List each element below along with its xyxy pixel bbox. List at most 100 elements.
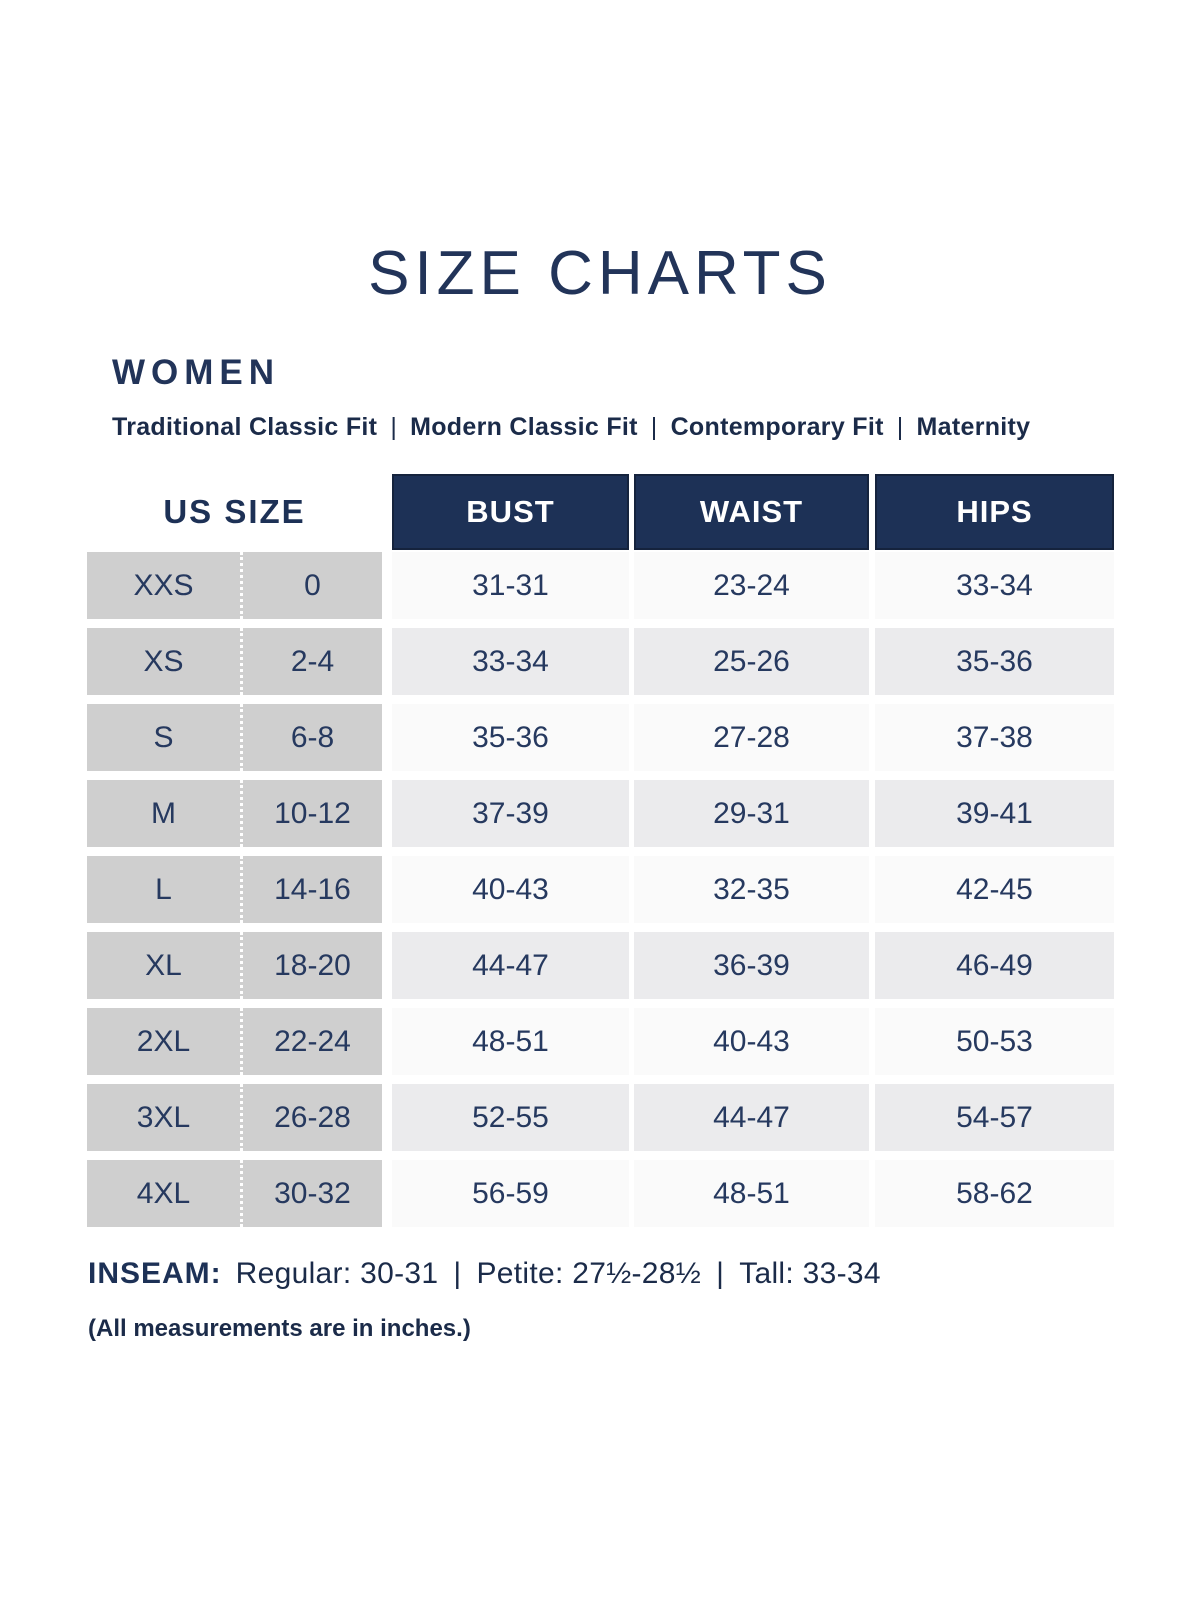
size-label-cell: 4XL (87, 1160, 240, 1227)
us-size-cell: 30-32 (240, 1160, 382, 1227)
hips-cell: 58-62 (875, 1160, 1114, 1227)
waist-cell: 27-28 (634, 704, 869, 771)
column-gap (629, 932, 634, 999)
bust-column-header: BUST (392, 474, 629, 550)
bust-cell: 37-39 (392, 780, 629, 847)
hips-cell: 54-57 (875, 1084, 1114, 1151)
fit-option: Maternity (916, 413, 1031, 441)
waist-cell: 44-47 (634, 1084, 869, 1151)
fit-option: Contemporary Fit (670, 413, 884, 441)
column-gap (869, 474, 875, 550)
us-size-cell: 18-20 (240, 932, 382, 999)
inseam-separator: | (453, 1257, 462, 1290)
waist-cell: 48-51 (634, 1160, 869, 1227)
table-row: L 14-16 40-43 32-35 42-45 (87, 856, 1117, 923)
waist-column-header: WAIST (634, 474, 869, 550)
hips-column-header: HIPS (875, 474, 1114, 550)
us-size-cell: 22-24 (240, 1008, 382, 1075)
size-label-cell: XXS (87, 552, 240, 619)
inseam-line: INSEAM: Regular: 30-31 | Petite: 27½-28½ | Ta… (88, 1257, 1200, 1291)
waist-cell: 36-39 (634, 932, 869, 999)
hips-cell: 33-34 (875, 552, 1114, 619)
hips-cell: 35-36 (875, 628, 1114, 695)
column-gap (869, 1008, 875, 1075)
column-gap (382, 552, 392, 619)
fit-option: Modern Classic Fit (410, 413, 638, 441)
us-size-cell: 14-16 (240, 856, 382, 923)
column-gap (382, 1160, 392, 1227)
column-gap (382, 780, 392, 847)
hips-cell: 37-38 (875, 704, 1114, 771)
column-gap (869, 932, 875, 999)
size-label-cell: 2XL (87, 1008, 240, 1075)
column-gap (629, 1160, 634, 1227)
column-gap (869, 628, 875, 695)
hips-cell: 50-53 (875, 1008, 1114, 1075)
fit-separator: | (896, 413, 904, 441)
column-gap (629, 552, 634, 619)
size-label-cell: XS (87, 628, 240, 695)
waist-cell: 23-24 (634, 552, 869, 619)
table-row: 2XL 22-24 48-51 40-43 50-53 (87, 1008, 1117, 1075)
table-row: 3XL 26-28 52-55 44-47 54-57 (87, 1084, 1117, 1151)
us-size-cell: 26-28 (240, 1084, 382, 1151)
column-gap (382, 704, 392, 771)
column-gap (629, 704, 634, 771)
column-gap (869, 1160, 875, 1227)
inseam-segment: Regular: 30-31 (235, 1257, 439, 1290)
waist-cell: 40-43 (634, 1008, 869, 1075)
column-gap (629, 628, 634, 695)
table-row: S 6-8 35-36 27-28 37-38 (87, 704, 1117, 771)
column-gap (869, 552, 875, 619)
column-gap (869, 704, 875, 771)
fit-separator: | (390, 413, 398, 441)
bust-cell: 35-36 (392, 704, 629, 771)
table-row: XL 18-20 44-47 36-39 46-49 (87, 932, 1117, 999)
us-size-column-header: US SIZE (87, 474, 382, 550)
us-size-cell: 0 (240, 552, 382, 619)
table-row: M 10-12 37-39 29-31 39-41 (87, 780, 1117, 847)
fit-options-line: Traditional Classic Fit | Modern Classic F… (112, 413, 1200, 442)
fit-option: Traditional Classic Fit (112, 413, 378, 441)
fit-separator: | (650, 413, 658, 441)
column-gap (382, 628, 392, 695)
size-table: US SIZE BUST WAIST HIPS XXS 0 31-31 23-2… (87, 474, 1117, 1227)
column-gap (382, 932, 392, 999)
column-gap (629, 1084, 634, 1151)
waist-cell: 25-26 (634, 628, 869, 695)
hips-cell: 42-45 (875, 856, 1114, 923)
bust-cell: 31-31 (392, 552, 629, 619)
column-gap (869, 1084, 875, 1151)
size-label-cell: L (87, 856, 240, 923)
bust-cell: 56-59 (392, 1160, 629, 1227)
bust-cell: 44-47 (392, 932, 629, 999)
bust-cell: 48-51 (392, 1008, 629, 1075)
size-label-cell: M (87, 780, 240, 847)
column-gap (382, 1084, 392, 1151)
hips-cell: 39-41 (875, 780, 1114, 847)
bust-cell: 52-55 (392, 1084, 629, 1151)
column-gap (382, 474, 392, 550)
size-label-cell: 3XL (87, 1084, 240, 1151)
table-row: XS 2-4 33-34 25-26 35-36 (87, 628, 1117, 695)
size-label-cell: S (87, 704, 240, 771)
column-gap (629, 474, 634, 550)
measurements-footnote: (All measurements are in inches.) (88, 1315, 471, 1342)
us-size-cell: 6-8 (240, 704, 382, 771)
us-size-cell: 2-4 (240, 628, 382, 695)
page-title: SIZE CHARTS (368, 239, 832, 308)
column-gap (869, 780, 875, 847)
table-header-row: US SIZE BUST WAIST HIPS (87, 474, 1117, 550)
column-gap (629, 856, 634, 923)
inseam-separator: | (716, 1257, 725, 1290)
us-size-cell: 10-12 (240, 780, 382, 847)
inseam-label: INSEAM: (88, 1257, 222, 1290)
bust-cell: 40-43 (392, 856, 629, 923)
column-gap (629, 1008, 634, 1075)
women-section-heading: WOMEN (112, 353, 281, 392)
hips-cell: 46-49 (875, 932, 1114, 999)
waist-cell: 32-35 (634, 856, 869, 923)
column-gap (382, 856, 392, 923)
table-row: 4XL 30-32 56-59 48-51 58-62 (87, 1160, 1117, 1227)
